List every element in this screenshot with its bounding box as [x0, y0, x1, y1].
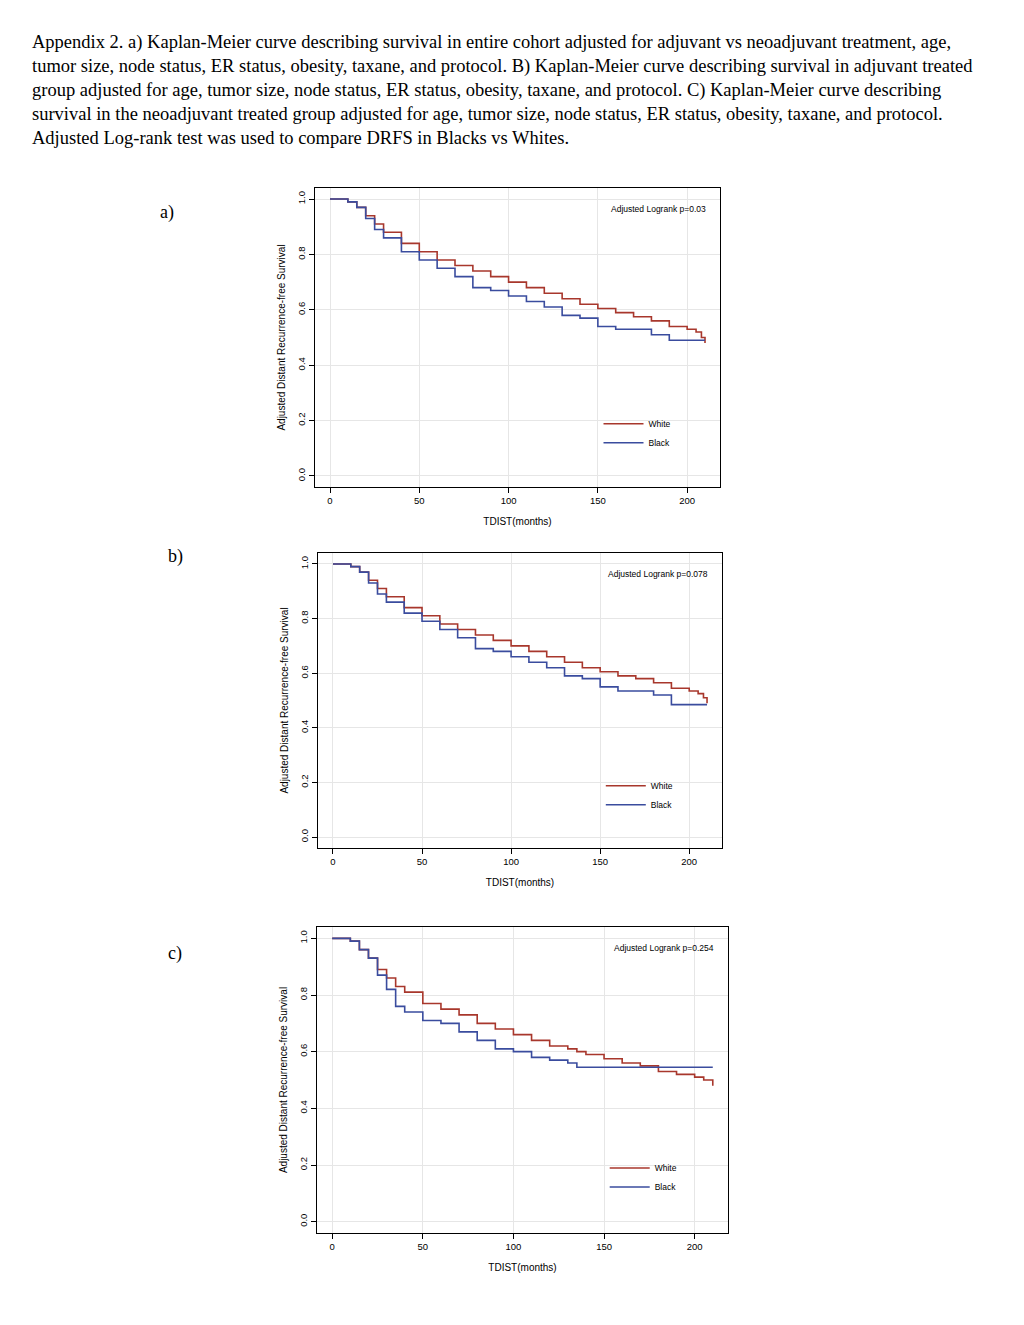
svg-text:0.0: 0.0 [296, 468, 307, 481]
svg-text:White: White [649, 419, 671, 429]
svg-text:0.2: 0.2 [298, 1157, 309, 1170]
svg-text:Adjusted Distant Recurrence-fr: Adjusted Distant Recurrence-free Surviva… [278, 987, 289, 1173]
svg-text:0.4: 0.4 [299, 720, 310, 733]
svg-text:150: 150 [596, 1241, 612, 1252]
svg-text:0.8: 0.8 [298, 987, 309, 1000]
svg-text:0.6: 0.6 [298, 1044, 309, 1057]
svg-text:TDIST(months): TDIST(months) [486, 877, 554, 888]
svg-text:Black: Black [649, 438, 671, 448]
svg-text:100: 100 [506, 1241, 522, 1252]
svg-text:Black: Black [651, 800, 673, 810]
svg-text:1.0: 1.0 [299, 556, 310, 569]
html-text:Appendix 2. a) Kaplan-Meier cu: Appendix 2. a) Kaplan-Meier curve descri… [32, 32, 973, 148]
svg-text:TDIST(months): TDIST(months) [488, 1262, 556, 1273]
svg-text:100: 100 [501, 495, 517, 506]
svg-text:0.4: 0.4 [296, 357, 307, 370]
svg-text:0.0: 0.0 [299, 829, 310, 842]
svg-text:200: 200 [681, 856, 697, 867]
svg-text:TDIST(months): TDIST(months) [483, 516, 551, 527]
svg-text:0.8: 0.8 [299, 611, 310, 624]
svg-text:0.6: 0.6 [296, 302, 307, 315]
svg-text:200: 200 [687, 1241, 703, 1252]
svg-text:150: 150 [590, 495, 606, 506]
svg-text:0: 0 [330, 1241, 335, 1252]
svg-text:50: 50 [417, 856, 428, 867]
svg-text:White: White [655, 1163, 677, 1173]
html-text:c): c) [168, 943, 182, 963]
svg-text:Adjusted Logrank p=0.078: Adjusted Logrank p=0.078 [608, 569, 708, 579]
svg-text:100: 100 [503, 856, 519, 867]
svg-text:1.0: 1.0 [298, 930, 309, 943]
svg-text:0.2: 0.2 [299, 774, 310, 787]
svg-text:Adjusted Distant Recurrence-fr: Adjusted Distant Recurrence-free Surviva… [279, 607, 290, 793]
svg-text:0.6: 0.6 [299, 665, 310, 678]
svg-text:150: 150 [592, 856, 608, 867]
svg-text:Adjusted Distant Recurrence-fr: Adjusted Distant Recurrence-free Surviva… [276, 244, 287, 430]
svg-text:Black: Black [655, 1182, 677, 1192]
svg-text:0.2: 0.2 [296, 413, 307, 426]
svg-text:0.0: 0.0 [298, 1214, 309, 1227]
svg-text:0: 0 [330, 856, 335, 867]
svg-text:50: 50 [418, 1241, 429, 1252]
svg-text:50: 50 [414, 495, 425, 506]
svg-text:Adjusted Logrank p=0.254: Adjusted Logrank p=0.254 [614, 943, 714, 953]
svg-text:0.4: 0.4 [298, 1100, 309, 1113]
svg-text:Adjusted Logrank p=0.03: Adjusted Logrank p=0.03 [611, 204, 706, 214]
svg-text:1.0: 1.0 [296, 191, 307, 204]
svg-text:White: White [651, 781, 673, 791]
svg-text:200: 200 [679, 495, 695, 506]
html-text:b): b) [168, 546, 183, 566]
html-text:a): a) [160, 202, 174, 222]
svg-text:0: 0 [327, 495, 332, 506]
svg-text:0.8: 0.8 [296, 246, 307, 259]
